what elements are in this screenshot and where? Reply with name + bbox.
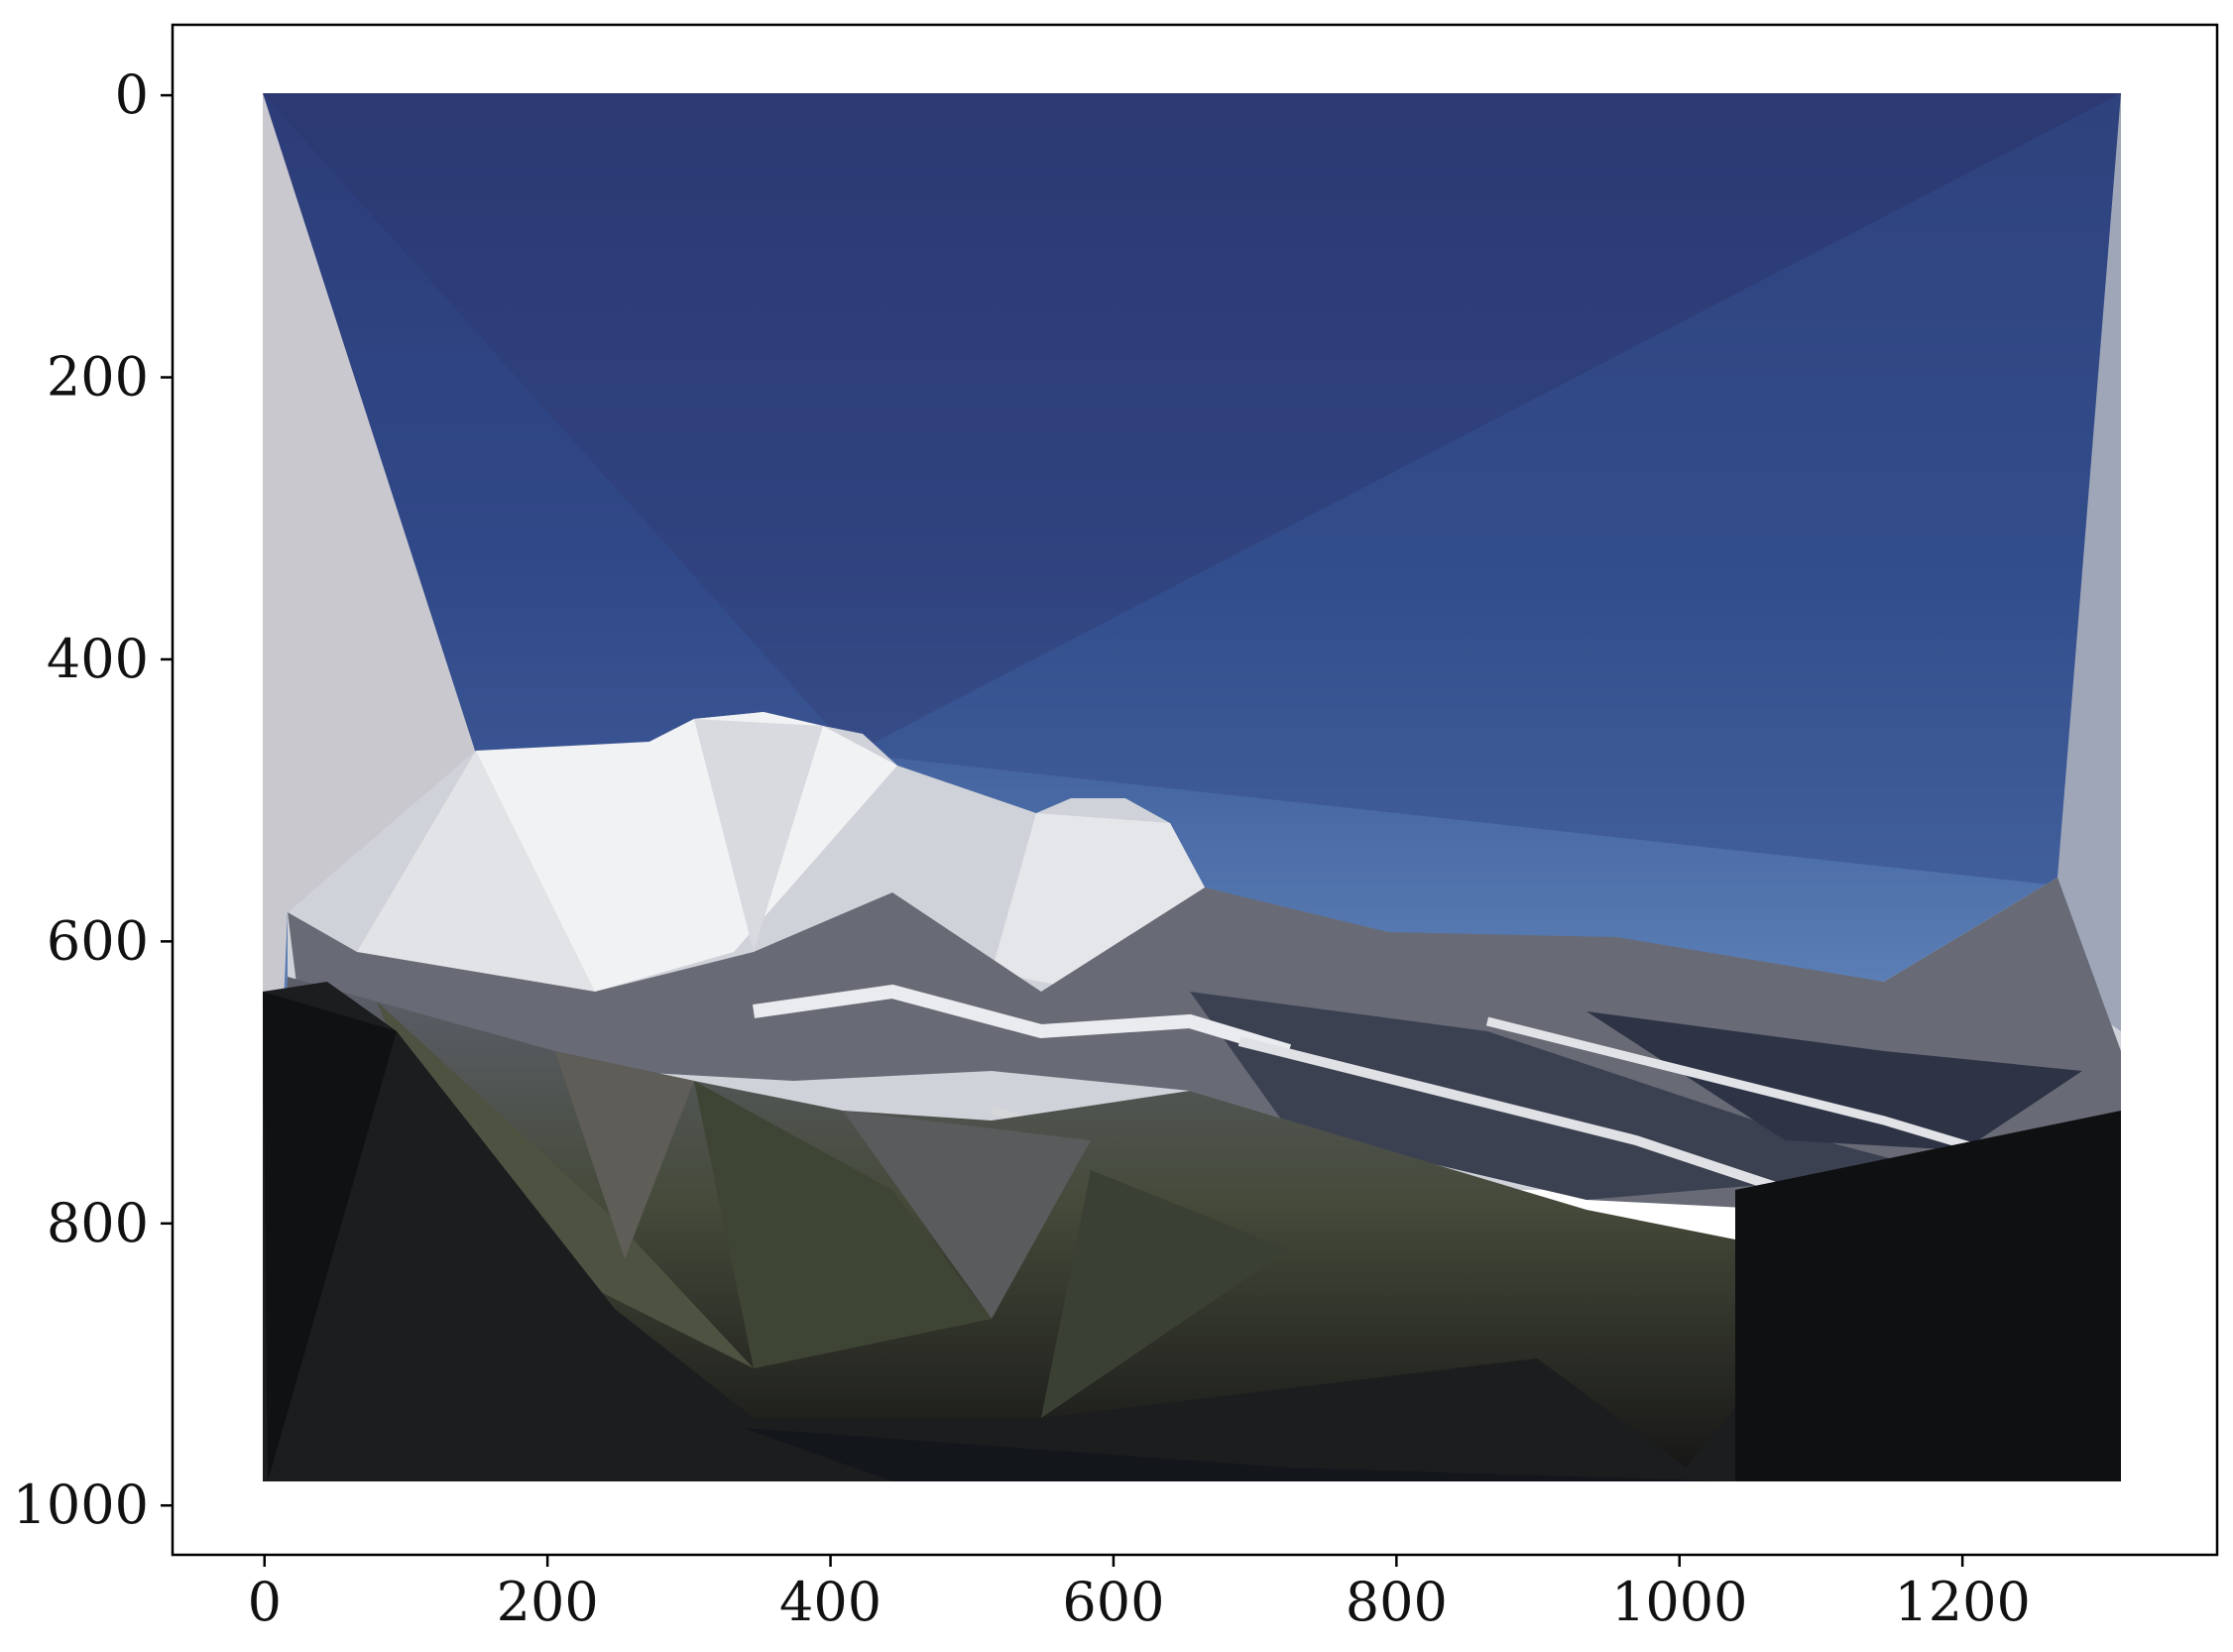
y-tick-label: 1000 <box>13 1474 149 1536</box>
snow-facet <box>992 813 1205 992</box>
mountain-landscape-image <box>263 93 2121 1481</box>
y-axis: 0 200 400 600 800 1000 <box>13 63 173 1536</box>
x-tick-label: 0 <box>248 1571 282 1633</box>
x-tick-label: 600 <box>1062 1571 1164 1633</box>
y-tick-label: 400 <box>47 628 149 690</box>
right-side-panel <box>2057 93 2121 1051</box>
y-tick-label: 600 <box>47 909 149 972</box>
x-tick-label: 200 <box>497 1571 599 1633</box>
shadow-facet <box>744 1428 1735 1481</box>
foliage-facet <box>1041 1170 1289 1418</box>
x-tick-label: 1200 <box>1894 1571 2030 1633</box>
rock-facet <box>843 1111 1091 1319</box>
x-axis: 0 200 400 600 800 1000 1200 <box>248 1555 2031 1633</box>
x-tick-label: 1000 <box>1611 1571 1747 1633</box>
sky-facet <box>853 93 2121 892</box>
snow-facet <box>694 719 823 952</box>
foliage-facet <box>377 1002 754 1368</box>
rock-facet <box>555 1051 694 1259</box>
shadow-facet <box>263 992 397 1481</box>
sky-facet <box>263 93 2121 754</box>
sky-facet <box>263 93 853 754</box>
snow-streak <box>1237 1036 1787 1195</box>
y-tick-label: 200 <box>47 346 149 409</box>
snow-facet <box>357 751 595 992</box>
foliage-facet <box>694 1081 992 1368</box>
shadow-facet <box>1735 1111 2121 1481</box>
axes-frame <box>171 23 2219 1557</box>
x-tick-label: 800 <box>1346 1571 1448 1633</box>
y-tick-label: 0 <box>115 63 149 126</box>
x-tick-label: 400 <box>779 1571 881 1633</box>
y-tick-label: 800 <box>47 1192 149 1254</box>
left-side-panel <box>263 93 476 1481</box>
rock-facet <box>1587 1011 2082 1150</box>
snow-streak <box>1485 1016 1985 1155</box>
snow-streak <box>753 984 1292 1058</box>
